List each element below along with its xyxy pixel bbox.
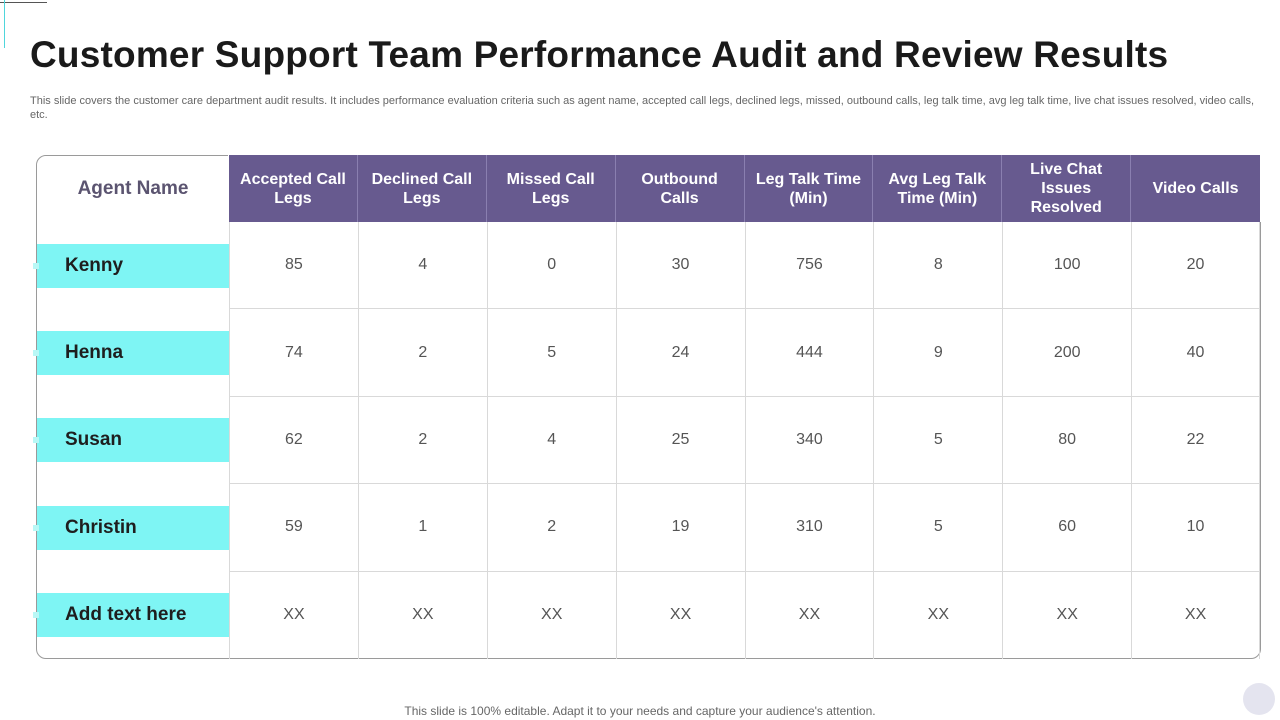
table-cell: 5 <box>873 484 1002 571</box>
table-cell: XX <box>229 571 358 659</box>
table-cell: XX <box>615 571 745 659</box>
corner-accent-line <box>4 0 5 48</box>
table-row: 59 1 2 19 310 5 60 10 <box>229 484 1260 572</box>
agent-label-susan: Susan <box>33 418 229 462</box>
column-header-accepted-call-legs: Accepted Call Legs <box>229 155 358 222</box>
agent-name: Kenny <box>65 255 124 276</box>
agent-name: Christin <box>65 517 137 538</box>
slide-title: Customer Support Team Performance Audit … <box>30 34 1169 75</box>
table-cell: XX <box>873 571 1002 659</box>
table-header-row: Accepted Call Legs Declined Call Legs Mi… <box>229 155 1260 222</box>
table-cell: 5 <box>486 309 616 396</box>
table-cell: XX <box>486 571 616 659</box>
table-cell: 100 <box>1002 222 1131 309</box>
bullet-marker-icon <box>33 263 39 269</box>
table-cell: 85 <box>229 222 358 309</box>
column-header-leg-talk-time: Leg Talk Time (Min) <box>745 155 874 222</box>
bullet-marker-icon <box>33 437 39 443</box>
table-cell: 60 <box>1002 484 1131 571</box>
agent-name: Add text here <box>65 604 187 625</box>
bullet-marker-icon <box>33 350 39 356</box>
table-cell: 340 <box>744 396 874 484</box>
table-cell: 200 <box>1002 309 1131 396</box>
column-header-outbound-calls: Outbound Calls <box>616 155 745 222</box>
table-cell: 24 <box>615 309 745 396</box>
table-cell: 74 <box>229 309 358 396</box>
bullet-marker-icon <box>33 612 39 618</box>
logo-circle-icon <box>1243 683 1275 715</box>
table-cell: 2 <box>357 396 487 484</box>
table-cell: 1 <box>357 484 487 571</box>
agent-label-kenny: Kenny <box>33 244 229 288</box>
table-cell: 10 <box>1131 484 1260 571</box>
table-cell: 9 <box>873 309 1002 396</box>
table-cell: 5 <box>873 396 1002 484</box>
agent-label-placeholder: Add text here <box>33 593 229 637</box>
table-row: XX XX XX XX XX XX XX XX <box>229 571 1260 659</box>
table-cell: 62 <box>229 396 358 484</box>
column-header-declined-call-legs: Declined Call Legs <box>358 155 487 222</box>
table-cell: 20 <box>1131 222 1260 309</box>
table-row: 74 2 5 24 444 9 200 40 <box>229 309 1260 397</box>
table-cell: XX <box>744 571 874 659</box>
column-header-missed-call-legs: Missed Call Legs <box>487 155 616 222</box>
table-cell: 0 <box>486 222 616 309</box>
column-header-video-calls: Video Calls <box>1152 180 1239 197</box>
table-cell: 756 <box>744 222 874 309</box>
table-cell: 4 <box>357 222 487 309</box>
agent-label-christin: Christin <box>33 506 229 550</box>
corner-decoration-line <box>0 2 47 3</box>
table-cell: 25 <box>615 396 745 484</box>
table-cell: 4 <box>486 396 616 484</box>
table-row: 85 4 0 30 756 8 100 20 <box>229 222 1260 310</box>
slide-subtitle: This slide covers the customer care depa… <box>30 95 1255 121</box>
agent-label-henna: Henna <box>33 331 229 375</box>
agent-name: Susan <box>65 429 123 450</box>
column-header-live-chat-issues: Live Chat Issues Resolved <box>1002 155 1132 222</box>
table-cell: 19 <box>615 484 745 571</box>
table-cell: 40 <box>1131 309 1260 396</box>
table-cell: 59 <box>229 484 358 571</box>
table-cell: 22 <box>1131 396 1260 484</box>
agent-name: Henna <box>65 342 124 363</box>
table-cell: 30 <box>615 222 745 309</box>
table-cell: XX <box>1131 571 1260 659</box>
data-grid: 85 4 0 30 756 8 100 20 74 2 5 24 444 9 2… <box>229 222 1260 659</box>
table-cell: 444 <box>744 309 874 396</box>
table-cell: 2 <box>486 484 616 571</box>
table-cell: XX <box>357 571 487 659</box>
table-cell: 310 <box>744 484 874 571</box>
bullet-marker-icon <box>33 525 39 531</box>
column-header-avg-leg-talk-time: Avg Leg Talk Time (Min) <box>873 155 1003 222</box>
agent-name-header: Agent Name <box>37 156 229 221</box>
table-cell: XX <box>1002 571 1131 659</box>
table-cell: 2 <box>357 309 487 396</box>
table-row: 62 2 4 25 340 5 80 22 <box>229 396 1260 485</box>
table-cell: 80 <box>1002 396 1131 484</box>
slide-footer-note: This slide is 100% editable. Adapt it to… <box>404 704 876 718</box>
table-cell: 8 <box>873 222 1002 309</box>
